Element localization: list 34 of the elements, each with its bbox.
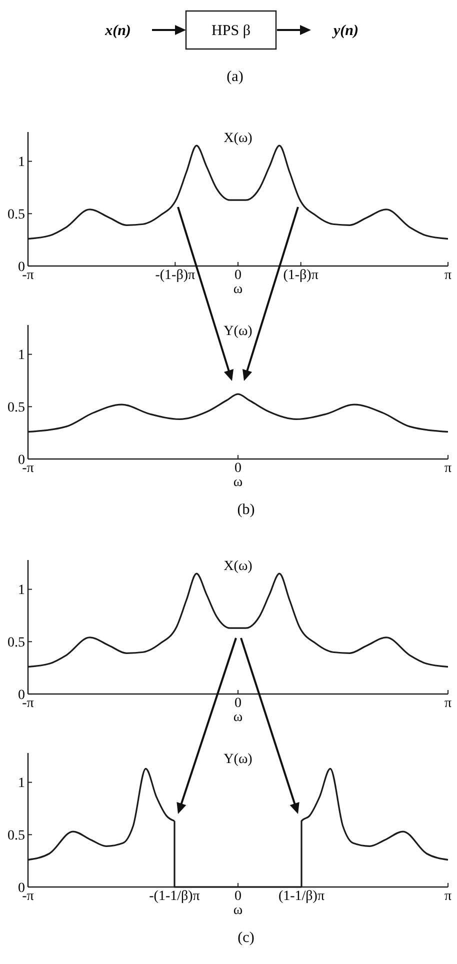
x-axis-title: ω [233,710,243,725]
y-tick-label: 1 [18,583,25,598]
text: y(n) [332,23,358,39]
x-tick-label: (1-1/β)π [278,889,325,904]
chart-title: X(ω) [224,559,253,574]
y-tick-label: 1 [18,348,25,364]
chart-title: Y(ω) [224,752,253,767]
x-tick-label: π [444,889,452,904]
y-tick-label: 0.5 [8,208,25,223]
x-tick-label: -(1-β)π [155,268,196,283]
x-tick-label: 0 [234,461,242,476]
chart-title: X(ω) [224,131,253,146]
x-axis-title: ω [233,475,243,490]
y-tick-label: 0.5 [8,636,25,651]
text: (b) [237,502,255,518]
x-tick-label: π [444,696,452,711]
y-tick-label: 1 [18,155,25,170]
x-tick-label: -(1-1/β)π [149,889,200,904]
x-tick-label: 0 [234,268,242,283]
chart-title: Y(ω) [224,324,253,339]
x-tick-label: π [444,461,452,476]
text: HPS β [212,23,250,39]
y-tick-label: 0.5 [8,400,25,416]
y-tick-label: 0.5 [8,828,25,844]
x-axis-title: ω [233,282,243,297]
x-tick-label: (1-β)π [283,268,318,283]
text: (a) [226,69,244,85]
x-tick-label: 0 [234,696,242,711]
y-tick-label: 1 [18,776,25,792]
text: x(n) [104,23,131,39]
x-tick-label: 0 [234,889,242,904]
x-axis-title: ω [233,903,243,918]
text: (c) [238,930,254,946]
x-tick-label: π [444,268,452,283]
